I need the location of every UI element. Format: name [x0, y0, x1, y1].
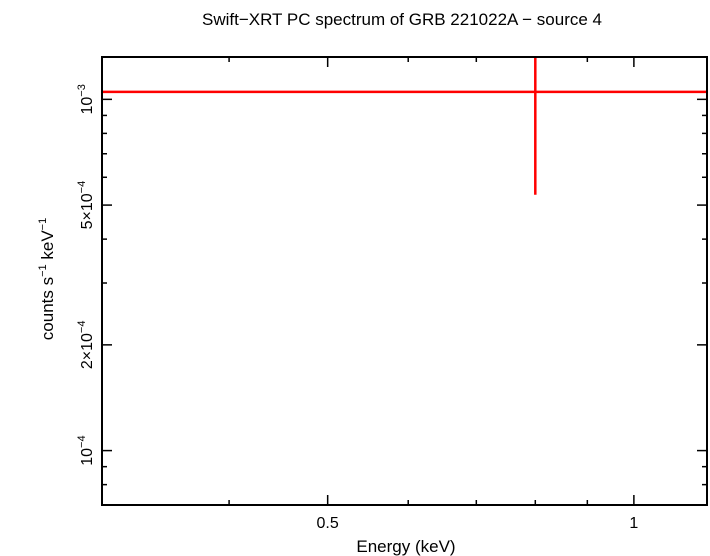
y-axis-label-exp1: −1 — [37, 264, 49, 277]
x-tick-label: 1 — [629, 515, 638, 532]
y-axis-label-exp2: −1 — [37, 218, 49, 231]
y-axis-label-main: counts s — [38, 277, 57, 340]
y-tick-label: 10−4 — [76, 435, 96, 465]
chart-title: Swift−XRT PC spectrum of GRB 221022A − s… — [202, 10, 602, 29]
y-axis-label-mid: keV — [38, 230, 57, 265]
x-axis-ticks: 0.5 1 — [228, 57, 638, 532]
y-tick-label: 2×10−4 — [76, 321, 96, 370]
plot-frame — [101, 56, 708, 506]
y-axis-label: counts s−1 keV−1 — [37, 218, 57, 340]
x-axis-label: Energy (keV) — [356, 537, 455, 556]
data-series — [102, 57, 707, 195]
x-tick-label: 0.5 — [317, 515, 339, 532]
y-axis-ticks: 10−3 5×10−4 2×10−4 10−4 — [76, 84, 707, 486]
y-tick-label: 5×10−4 — [76, 181, 96, 230]
y-tick-label: 10−3 — [76, 84, 96, 114]
